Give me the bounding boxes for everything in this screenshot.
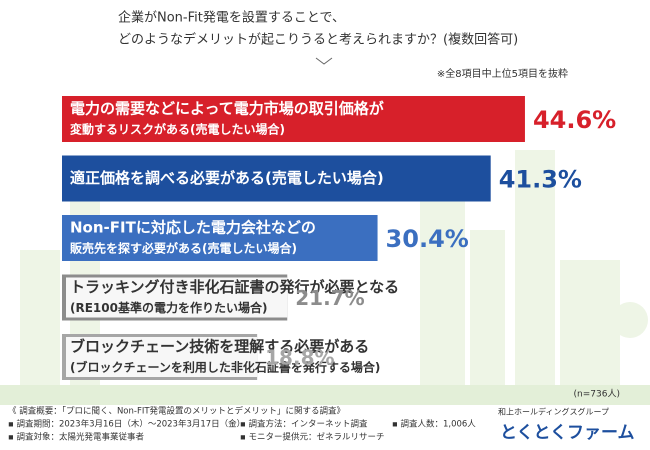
title-line: 企業がNon-Fit発電を設置することで、 [118, 10, 345, 26]
value-label: 30.4% [386, 225, 469, 253]
city-silhouette [0, 150, 650, 405]
value-label: 44.6% [533, 106, 616, 134]
footer-text: ▪ 調査方法：インターネット調査 [240, 419, 368, 430]
footer-text: 《 調査概要：「プロに聞く、Non-FIT発電設置のメリットとデメリット」に関す… [8, 406, 345, 417]
value-label: 21.7% [295, 286, 364, 310]
bar [62, 96, 525, 142]
bar-label: 変動するリスクがある(売電したい場合) [70, 122, 285, 137]
bar-label: 電力の需要などによって電力市場の取引価格が [70, 100, 385, 118]
bar-label: 適正価格を調べる必要がある(売電したい場合) [70, 169, 384, 187]
bar [62, 215, 378, 261]
footer-text: ▪ モニター提供元：ゼネラルリサーチ [240, 432, 384, 443]
sample-size: (n=736人) [574, 389, 620, 400]
logo-group: 和上ホールディングスグループ [498, 407, 609, 417]
bar-label: (ブロックチェーンを利用した非化石証書を発行する場合) [70, 360, 380, 375]
value-label: 18.8% [265, 346, 334, 370]
value-label: 41.3% [499, 166, 582, 194]
bar-label: 販売先を探す必要がある(売電したい場合) [70, 241, 297, 256]
bar-inner [66, 277, 288, 318]
note: ※全8項目中上位5項目を抜粋 [437, 67, 568, 80]
chevron [315, 57, 333, 65]
title-line: どのようなデメリットが起こりうると考えられますか？(複数回答可) [118, 32, 518, 48]
bar-label: (RE100基準の電力を作りたい場合) [70, 300, 267, 315]
bar-label: ブロックチェーン技術を理解する必要がある [70, 338, 369, 356]
bar-inner [66, 337, 258, 377]
logo-name: とくとくファーム [500, 423, 634, 443]
footer-text: ▪ 調査対象：太陽光発電事業従事者 [8, 432, 144, 443]
bar [62, 155, 491, 202]
bar-label: Non-FITに対応した電力会社などの [70, 219, 316, 237]
footer-text: ▪ 調査人数：1,006人 [392, 419, 476, 430]
footer-text: ▪ 調査期間：2023年3月16日（木）〜2023年3月17日（金） [8, 419, 245, 430]
bar-label: トラッキング付き非化石証書の発行が必要となる [70, 278, 399, 296]
